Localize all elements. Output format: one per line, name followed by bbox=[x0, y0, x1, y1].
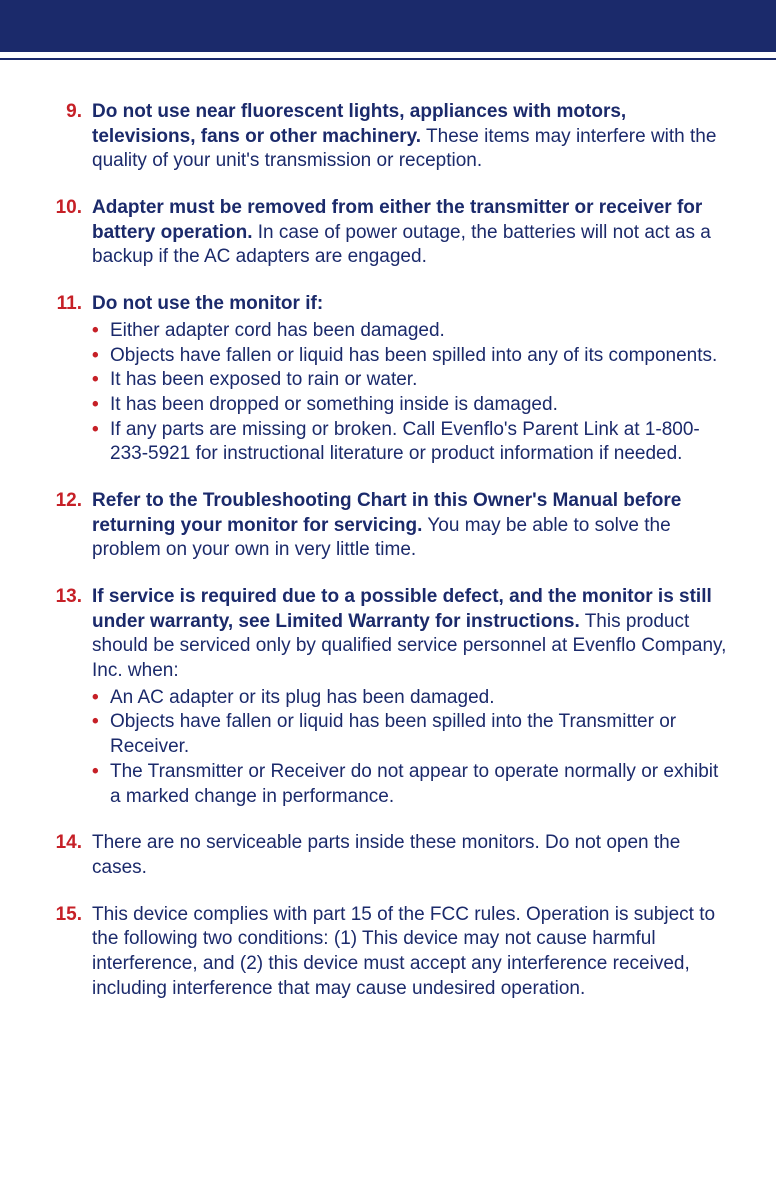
bullet-text: The Transmitter or Receiver do not appea… bbox=[108, 760, 728, 809]
item-body: Adapter must be removed from either the … bbox=[92, 196, 728, 270]
bullet-dot-icon: • bbox=[92, 368, 108, 393]
bullet-item: •Either adapter cord has been damaged. bbox=[92, 319, 728, 344]
item-number: 13. bbox=[48, 585, 92, 809]
bullet-text: Objects have fallen or liquid has been s… bbox=[108, 710, 728, 759]
list-item: 9.Do not use near fluorescent lights, ap… bbox=[48, 100, 728, 174]
item-rest-text: There are no serviceable parts inside th… bbox=[92, 832, 680, 878]
bullet-item: •An AC adapter or its plug has been dama… bbox=[92, 686, 728, 711]
bullet-item: •It has been dropped or something inside… bbox=[92, 393, 728, 418]
bullet-dot-icon: • bbox=[92, 393, 108, 418]
list-item: 10.Adapter must be removed from either t… bbox=[48, 196, 728, 270]
bullet-list: •Either adapter cord has been damaged.•O… bbox=[92, 319, 728, 467]
item-paragraph: Refer to the Troubleshooting Chart in th… bbox=[92, 489, 728, 563]
item-paragraph: If service is required due to a possible… bbox=[92, 585, 728, 684]
item-paragraph: Do not use near fluorescent lights, appl… bbox=[92, 100, 728, 174]
item-body: There are no serviceable parts inside th… bbox=[92, 831, 728, 880]
bullet-dot-icon: • bbox=[92, 319, 108, 344]
bullet-text: If any parts are missing or broken. Call… bbox=[108, 418, 728, 467]
bullet-dot-icon: • bbox=[92, 344, 108, 369]
bullet-text: It has been dropped or something inside … bbox=[108, 393, 728, 418]
item-body: If service is required due to a possible… bbox=[92, 585, 728, 809]
bullet-text: An AC adapter or its plug has been damag… bbox=[108, 686, 728, 711]
list-item: 14.There are no serviceable parts inside… bbox=[48, 831, 728, 880]
bullet-text: It has been exposed to rain or water. bbox=[108, 368, 728, 393]
bullet-item: •It has been exposed to rain or water. bbox=[92, 368, 728, 393]
item-paragraph: This device complies with part 15 of the… bbox=[92, 903, 728, 1002]
item-number: 14. bbox=[48, 831, 92, 880]
item-number: 15. bbox=[48, 903, 92, 1002]
bullet-item: •Objects have fallen or liquid has been … bbox=[92, 710, 728, 759]
item-body: This device complies with part 15 of the… bbox=[92, 903, 728, 1002]
list-item: 12.Refer to the Troubleshooting Chart in… bbox=[48, 489, 728, 563]
item-bold-lead: Do not use the monitor if: bbox=[92, 293, 323, 314]
item-body: Refer to the Troubleshooting Chart in th… bbox=[92, 489, 728, 563]
bullet-dot-icon: • bbox=[92, 686, 108, 711]
bullet-dot-icon: • bbox=[92, 418, 108, 467]
bullet-dot-icon: • bbox=[92, 760, 108, 809]
item-number: 12. bbox=[48, 489, 92, 563]
item-body: Do not use the monitor if:•Either adapte… bbox=[92, 292, 728, 467]
item-paragraph: Adapter must be removed from either the … bbox=[92, 196, 728, 270]
item-body: Do not use near fluorescent lights, appl… bbox=[92, 100, 728, 174]
item-number: 10. bbox=[48, 196, 92, 270]
bullet-dot-icon: • bbox=[92, 710, 108, 759]
item-paragraph: Do not use the monitor if: bbox=[92, 292, 728, 317]
item-paragraph: There are no serviceable parts inside th… bbox=[92, 831, 728, 880]
bullet-text: Either adapter cord has been damaged. bbox=[108, 319, 728, 344]
list-item: 11.Do not use the monitor if:•Either ada… bbox=[48, 292, 728, 467]
bullet-list: •An AC adapter or its plug has been dama… bbox=[92, 686, 728, 809]
bullet-text: Objects have fallen or liquid has been s… bbox=[108, 344, 728, 369]
page-content: 9.Do not use near fluorescent lights, ap… bbox=[0, 60, 776, 1001]
item-number: 9. bbox=[48, 100, 92, 174]
bullet-item: •The Transmitter or Receiver do not appe… bbox=[92, 760, 728, 809]
bullet-item: •Objects have fallen or liquid has been … bbox=[92, 344, 728, 369]
bullet-item: •If any parts are missing or broken. Cal… bbox=[92, 418, 728, 467]
header-bar bbox=[0, 0, 776, 52]
item-number: 11. bbox=[48, 292, 92, 467]
item-rest-text: This device complies with part 15 of the… bbox=[92, 904, 715, 999]
list-item: 13.If service is required due to a possi… bbox=[48, 585, 728, 809]
list-item: 15.This device complies with part 15 of … bbox=[48, 903, 728, 1002]
